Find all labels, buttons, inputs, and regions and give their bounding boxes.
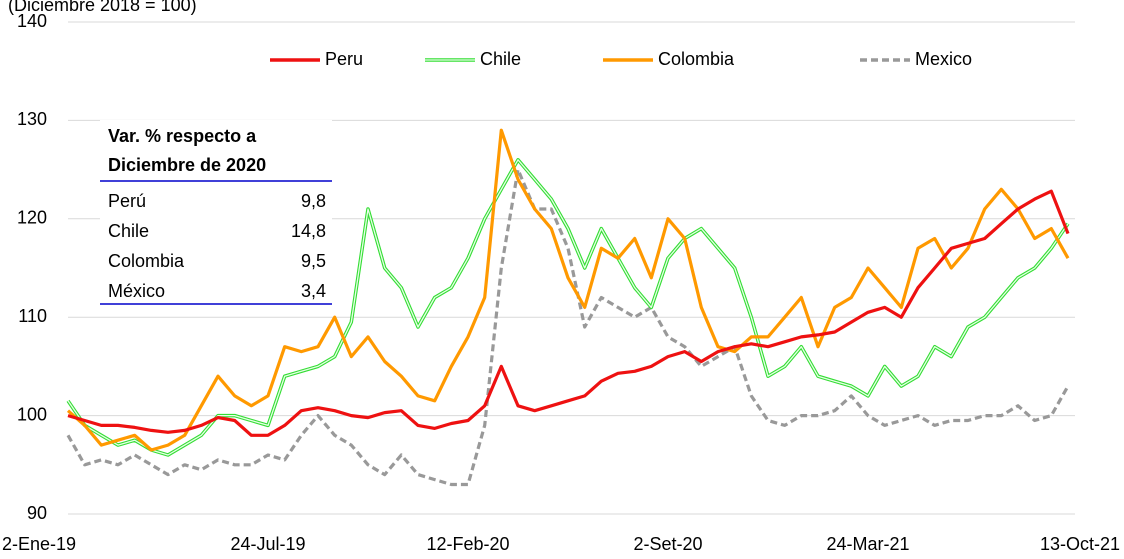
series-line xyxy=(66,168,1070,487)
inset-table-header: Var. % respecto a xyxy=(108,126,257,146)
y-tick-label: 90 xyxy=(27,503,47,523)
inset-table-cell: México xyxy=(108,281,165,301)
inset-table-cell: Perú xyxy=(108,191,146,211)
x-tick-label: 13-Oct-21 xyxy=(1040,534,1120,554)
inset-table-cell: 3,4 xyxy=(301,281,326,301)
inset-table-bg xyxy=(100,120,332,305)
y-tick-label: 120 xyxy=(17,208,47,228)
inset-table-cell: 9,5 xyxy=(301,251,326,271)
legend-label: Colombia xyxy=(658,49,735,69)
x-tick-label: 24-Mar-21 xyxy=(826,534,909,554)
y-tick-label: 130 xyxy=(17,109,47,129)
series-line-inner xyxy=(67,159,1069,456)
y-tick-label: 110 xyxy=(18,306,47,326)
inset-table-cell: 9,8 xyxy=(301,191,326,211)
y-tick-label: 100 xyxy=(17,404,47,424)
legend-label: Peru xyxy=(325,49,363,69)
chart-subtitle: (Diciembre 2018 = 100) xyxy=(8,0,197,15)
legend-label: Mexico xyxy=(915,49,972,69)
legend-label: Chile xyxy=(480,49,521,69)
inset-table-cell: Chile xyxy=(108,221,149,241)
x-tick-label: 24-Jul-19 xyxy=(230,534,305,554)
x-tick-label: 12-Feb-20 xyxy=(426,534,509,554)
x-tick-label: 2-Ene-19 xyxy=(2,534,76,554)
y-tick-label: 140 xyxy=(17,11,47,31)
series-line xyxy=(67,189,1070,437)
inset-table-cell: Colombia xyxy=(108,251,185,271)
series-line xyxy=(66,128,1070,452)
inset-table-header: Diciembre de 2020 xyxy=(108,155,266,175)
inset-table-cell: 14,8 xyxy=(291,221,326,241)
x-tick-label: 2-Set-20 xyxy=(633,534,702,554)
